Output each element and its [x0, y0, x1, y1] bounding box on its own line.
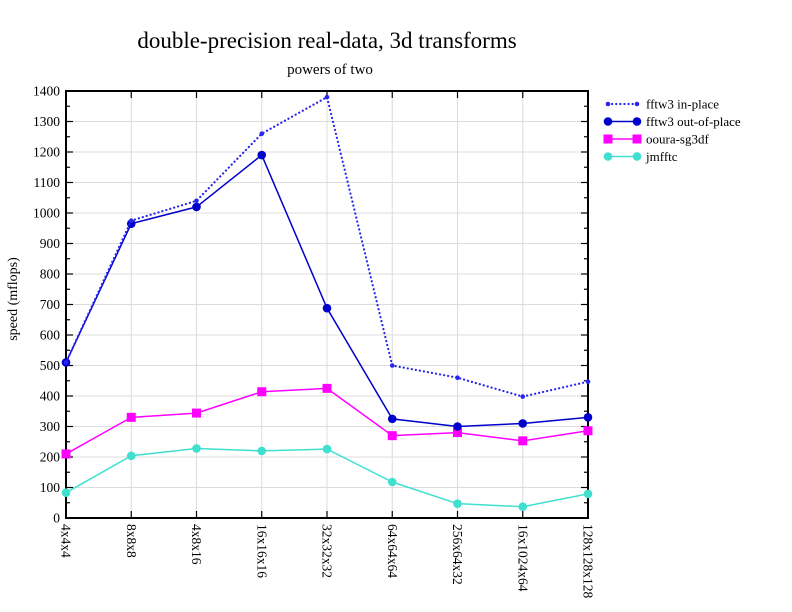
legend-item-fftw3-in-place: fftw3 in-place [605, 97, 719, 112]
y-tick-label: 600 [40, 328, 61, 343]
legend-item-jmfftc: jmfftc [603, 149, 678, 164]
y-tick-label: 1400 [33, 84, 60, 99]
data-point-dot [259, 131, 265, 136]
data-point-square [322, 383, 332, 393]
x-tick-label: 16x1024x64 [515, 524, 530, 592]
y-tick-label: 100 [40, 480, 61, 495]
y-tick-label: 500 [40, 358, 61, 373]
x-tick-label: 4x8x16 [189, 524, 204, 565]
data-point-circle [257, 446, 267, 456]
data-point-square [632, 134, 642, 144]
legend-label: fftw3 out-of-place [646, 114, 741, 129]
data-point-square [518, 436, 528, 446]
legend-label: fftw3 in-place [646, 97, 719, 112]
data-point-circle [632, 117, 642, 126]
x-tick-labels: 4x4x4 8x8x8 4x8x16 16x16x16 32x32x32 64x64x64… [59, 524, 596, 599]
data-point-square [257, 387, 267, 397]
chart-subtitle: powers of two [287, 62, 373, 78]
series-fftw3-in-place [63, 94, 591, 399]
y-tick-label: 1200 [33, 145, 60, 160]
legend-label: ooura-sg3df [646, 132, 709, 147]
legend-item-ooura-sg3df: ooura-sg3df [603, 132, 709, 147]
data-point-dot [634, 101, 640, 107]
data-point-circle [603, 152, 613, 161]
series-ooura-sg3df [61, 383, 593, 459]
y-tick-label: 800 [40, 267, 61, 282]
data-point-square [387, 431, 397, 441]
data-point-circle [453, 499, 462, 508]
data-point-circle [126, 451, 136, 461]
y-tick-label: 0 [53, 511, 60, 526]
data-point-square [126, 412, 136, 422]
x-tick-label: 8x8x8 [124, 524, 139, 558]
data-point-dot [585, 379, 591, 384]
data-point-circle [387, 414, 397, 424]
data-point-circle [632, 152, 642, 161]
data-point-circle [257, 150, 267, 160]
data-point-dot [194, 198, 199, 204]
data-point-circle [322, 303, 332, 313]
data-point-circle [192, 202, 201, 212]
legend-item-fftw3-out-of-place: fftw3 out-of-place [603, 114, 741, 129]
data-point-square [61, 449, 71, 459]
data-point-circle [192, 444, 201, 453]
data-point-circle [126, 219, 136, 228]
data-point-circle [387, 477, 397, 487]
data-point-dot [520, 394, 526, 399]
data-point-square [192, 408, 201, 418]
data-point-circle [583, 489, 593, 499]
x-tick-label: 32x32x32 [320, 524, 335, 578]
data-point-dot [128, 218, 134, 223]
chart-title: double-precision real-data, 3d transform… [137, 28, 517, 53]
data-point-circle [518, 502, 528, 512]
data-point-circle [61, 488, 71, 497]
y-tick-label: 1300 [33, 114, 60, 129]
data-point-dot [455, 375, 460, 381]
legend: fftw3 in-place fftw3 out-of-place ooura-sg… [603, 97, 741, 164]
data-point-dot [63, 360, 69, 365]
y-tick-label: 300 [40, 419, 61, 434]
data-point-square [583, 426, 593, 436]
x-tick-label: 16x16x16 [254, 524, 269, 578]
x-tick-label: 256x64x32 [450, 524, 465, 585]
data-point-circle [518, 419, 528, 428]
y-tick-label: 900 [40, 236, 61, 251]
legend-label: jmfftc [645, 149, 678, 164]
series-jmfftc [61, 444, 593, 512]
data-point-square [603, 134, 613, 144]
y-tick-label: 1000 [33, 206, 60, 221]
x-tick-label: 128x128x128 [581, 524, 596, 599]
data-point-dot [605, 101, 611, 107]
data-point-circle [453, 422, 462, 431]
y-tick-label: 200 [40, 450, 61, 465]
data-point-circle [322, 444, 332, 454]
data-point-dot [324, 94, 330, 100]
data-point-square [453, 428, 462, 438]
y-tick-label: 400 [40, 389, 61, 404]
x-tick-label: 64x64x64 [385, 524, 400, 578]
y-tick-label: 700 [40, 297, 61, 312]
y-tick-label: 1100 [34, 175, 61, 190]
y-tick-labels: 0 100 200 300 400 500 600 700 800 900 1000 1100 1200… [33, 84, 60, 526]
data-point-circle [603, 117, 613, 126]
data-point-dot [389, 363, 395, 368]
axes [65, 90, 589, 519]
x-tick-label: 4x4x4 [59, 524, 74, 558]
data-point-circle [583, 413, 593, 422]
